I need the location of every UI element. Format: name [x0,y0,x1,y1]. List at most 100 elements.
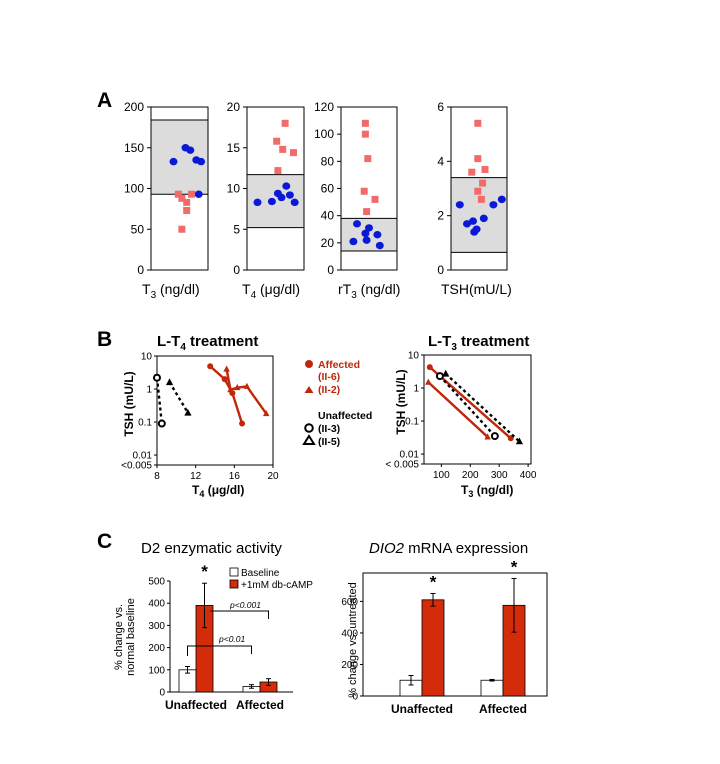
y-tick-label: 600 [341,597,358,608]
data-point-affected [183,198,191,206]
x-tick-label: 300 [491,470,508,481]
y-tick-label: 10 [408,351,420,362]
series-point [484,433,491,440]
bar [421,599,445,697]
data-point-affected [273,137,281,145]
chart-c-dio2: DIO2 mRNA expression % change vs. untrea… [341,540,548,716]
significance-star: * [430,573,437,592]
data-point-unaffected [290,198,299,207]
y-axis-label-line1: % change vs. [113,604,125,670]
data-point-unaffected [285,191,294,199]
chart-a-t4: T4 (μg/dl) 0 5 10 15 20 [227,100,305,301]
legend-label-ii2: (II-2) [318,384,340,396]
chart-b-lt4: L-T4 treatment TSH (mU/L) T4 (μg/dl) 10 1… [121,333,279,499]
y-axis-label: TSH (mU/L) [122,371,136,436]
series-point [221,376,228,383]
y-tick-label: 10 [141,352,153,363]
data-point-unaffected [353,220,361,228]
chart-a-t3: T3 (ng/dl) 0 50 100 150 200 [124,100,209,301]
data-point-affected [183,207,191,215]
series-line [155,377,164,424]
data-point-affected [481,165,489,173]
y-tick-label: 2 [437,209,444,223]
data-point-affected [178,194,186,202]
data-point-affected [474,155,482,163]
legend-marker-affected-ii2 [304,386,314,393]
chart-title: L-T4 treatment [157,333,258,353]
significance-star: * [201,562,208,581]
series-point [435,372,444,381]
series-point [207,363,214,370]
x-tick-label: 8 [154,471,160,482]
x-axis-label: T4 (μg/dl) [242,281,300,301]
x-axis-label: T3 (ng/dl) [142,281,200,301]
legend-label-ii3: (II-3) [318,423,340,435]
y-tick-label: 200 [124,100,144,114]
x-tick-label: 200 [462,470,479,481]
y-tick-label: 0.1 [405,417,419,428]
y-tick-label: 0.01 [400,450,420,461]
category-label: Affected [236,698,284,712]
plot-frame [423,354,532,465]
y-axis-label-line2: normal baseline [125,598,137,676]
y-tick-label: 200 [148,643,165,654]
series-line [209,365,244,424]
y-tick-label: 0 [352,692,358,703]
series-point [153,373,161,382]
data-point-unaffected [194,190,203,198]
legend-marker-unaffected-ii5 [302,434,316,445]
x-tick-label: 400 [520,470,537,481]
series-point [490,432,499,441]
y-tick-label: 400 [341,628,358,639]
data-point-unaffected [349,237,358,246]
data-point-affected [361,119,369,127]
legend-label-db-camp: +1mM db-cAMP [241,580,313,591]
data-point-unaffected [365,224,373,232]
y-tick-label: 300 [148,621,165,632]
data-point-unaffected [169,157,178,166]
data-point-unaffected [373,230,382,239]
y-tick-label: 20 [227,100,241,114]
data-point-unaffected [282,182,291,190]
x-axis-label: rT3 (ng/dl) [338,281,400,301]
legend-swatch-db-camp [229,579,239,589]
chart-c-d2: D2 enzymatic activity % change vs. norma… [113,540,313,712]
series-point [426,364,433,371]
data-point-affected [274,167,282,175]
y-tick-label: 200 [341,660,358,671]
series-point [515,437,524,445]
data-point-affected [290,149,297,157]
series-line [444,372,521,443]
y-tick-label: 100 [124,182,144,196]
data-point-affected [477,195,485,203]
y-tick-label: 10 [227,182,241,196]
series-point [239,420,246,427]
data-point-affected [468,168,476,176]
chart-title: L-T3 treatment [428,333,529,353]
data-point-unaffected [197,157,206,166]
data-point-unaffected [267,197,276,206]
y-tick-label: 0.01 [133,451,153,462]
data-point-affected [479,179,487,187]
y-tick-label: 60 [321,182,335,196]
panel-label-c: C [97,530,112,553]
bar [480,679,504,697]
data-point-unaffected [455,201,464,209]
series-point [262,410,270,417]
data-point-unaffected [479,214,488,223]
data-point-affected [474,119,482,127]
plot-frame [156,355,274,466]
category-label: Unaffected [165,698,227,712]
data-point-affected [360,187,368,195]
y-tick-label: 5 [233,222,240,236]
series-point [227,386,234,393]
y-tick-label: 0 [327,263,334,277]
y-axis-label: TSH (mU/L) [394,369,408,434]
y-tick-label: 400 [148,599,165,610]
series-point [233,384,241,391]
data-point-unaffected [497,195,506,204]
data-point-unaffected [273,189,282,198]
series-point [223,365,230,372]
y-tick-label: 500 [148,577,165,588]
